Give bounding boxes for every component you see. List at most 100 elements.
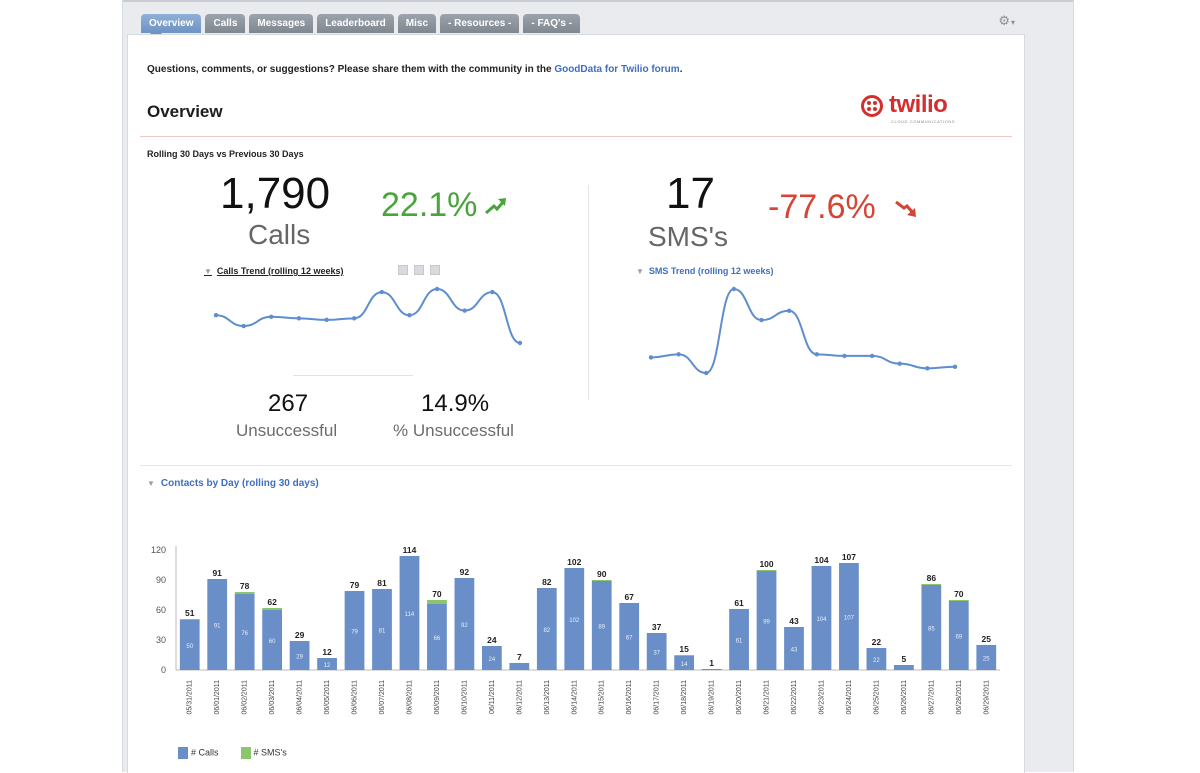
x-tick-label: 06/16/2011 bbox=[626, 680, 633, 715]
tab-calls[interactable]: Calls bbox=[205, 14, 246, 33]
sms-bar bbox=[674, 655, 695, 656]
sms-count: 17 bbox=[666, 169, 715, 218]
kpi-divider bbox=[588, 185, 589, 400]
tab-leaderboard[interactable]: Leaderboard bbox=[317, 14, 394, 33]
bar-inner-label: 24 bbox=[489, 657, 496, 663]
tab-faqs[interactable]: - FAQ's - bbox=[523, 14, 581, 33]
sms-trend-point bbox=[648, 355, 654, 360]
bar-total-label: 12 bbox=[322, 647, 332, 657]
bar-inner-label: 66 bbox=[434, 636, 441, 642]
table-view-icon[interactable] bbox=[414, 265, 424, 275]
x-tick-label: 06/07/2011 bbox=[379, 680, 386, 715]
bar-inner-label: 82 bbox=[543, 628, 550, 634]
calls-bar bbox=[674, 656, 695, 670]
calls-bar bbox=[646, 633, 667, 670]
y-tick-label: 90 bbox=[156, 575, 166, 585]
bar-total-label: 15 bbox=[679, 644, 689, 654]
bar-inner-label: 61 bbox=[736, 639, 743, 645]
tab-messages[interactable]: Messages bbox=[249, 14, 314, 33]
bar-total-label: 24 bbox=[487, 635, 497, 645]
sms-trend-label[interactable]: ▼ SMS Trend (rolling 12 weeks) bbox=[636, 266, 773, 276]
x-tick-label: 06/22/2011 bbox=[791, 680, 798, 715]
x-tick-label: 06/01/2011 bbox=[214, 680, 221, 715]
bar-inner-label: 25 bbox=[983, 657, 990, 663]
bar-inner-label: 91 bbox=[214, 624, 221, 630]
bar-inner-label: 22 bbox=[873, 658, 880, 664]
sms-bar bbox=[948, 600, 969, 601]
calls-bar bbox=[948, 601, 969, 670]
calls-trend-label-text: Calls Trend (rolling 12 weeks) bbox=[216, 266, 344, 276]
chart-legend: # Calls # SMS's bbox=[178, 747, 287, 759]
sms-trend-point bbox=[952, 364, 958, 369]
tab-bar: Overview Calls Messages Leaderboard Misc… bbox=[141, 14, 581, 33]
sms-bar bbox=[262, 608, 283, 610]
calls-trend-point bbox=[213, 313, 219, 318]
calls-trend-point bbox=[324, 317, 329, 323]
bar-total-label: 61 bbox=[734, 598, 744, 608]
x-tick-label: 06/24/2011 bbox=[846, 680, 853, 715]
bar-total-label: 78 bbox=[240, 581, 250, 591]
bar-inner-label: 50 bbox=[186, 644, 193, 650]
sms-change: -77.6% bbox=[768, 188, 876, 226]
x-tick-label: 06/10/2011 bbox=[461, 680, 468, 715]
calls-bar bbox=[756, 571, 777, 670]
calls-count: 1,790 bbox=[220, 169, 331, 218]
collapse-triangle-icon: ▼ bbox=[204, 267, 212, 276]
x-tick-label: 06/11/2011 bbox=[489, 680, 496, 714]
legend-sms-label: # SMS's bbox=[253, 747, 287, 758]
calls-trend-point bbox=[490, 289, 495, 295]
calls-bar bbox=[784, 627, 804, 670]
sms-trend-label-text: SMS Trend (rolling 12 weeks) bbox=[648, 266, 774, 276]
bar-inner-label: 107 bbox=[844, 616, 855, 622]
page-title: Overview bbox=[147, 102, 223, 121]
contacts-chart-title[interactable]: ▼ Contacts by Day (rolling 30 days) bbox=[147, 478, 319, 489]
bar-total-label: 22 bbox=[872, 637, 882, 647]
section-divider bbox=[140, 465, 1012, 466]
calls-trend-point bbox=[351, 316, 357, 321]
calls-bar bbox=[179, 620, 200, 670]
settings-menu-button[interactable]: ⚙▾ bbox=[998, 13, 1015, 29]
calls-bar bbox=[866, 648, 887, 670]
x-tick-label: 06/02/2011 bbox=[242, 680, 249, 715]
bar-total-label: 100 bbox=[759, 559, 773, 569]
sms-trend-point bbox=[676, 352, 681, 357]
calls-bar bbox=[317, 658, 337, 670]
x-tick-label: 06/19/2011 bbox=[709, 680, 716, 715]
bar-total-label: 91 bbox=[212, 568, 222, 578]
contacts-by-day-chart: 0306090120515005/31/2011919106/01/201178… bbox=[151, 545, 1000, 715]
bar-total-label: 114 bbox=[403, 545, 417, 555]
contacts-chart-title-text: Contacts by Day (rolling 30 days) bbox=[160, 478, 319, 489]
sms-trend-point bbox=[731, 286, 737, 292]
calls-bar bbox=[729, 609, 749, 670]
trend-down-arrow-icon bbox=[895, 200, 916, 217]
forum-link[interactable]: GoodData for Twilio forum bbox=[554, 64, 680, 75]
bar-inner-label: 92 bbox=[461, 623, 468, 629]
x-tick-label: 06/09/2011 bbox=[434, 680, 441, 715]
sms-trend-point bbox=[704, 370, 709, 376]
calls-trend-label[interactable]: ▼ Calls Trend (rolling 12 weeks) bbox=[204, 266, 343, 276]
bar-total-label: 92 bbox=[460, 567, 470, 577]
metrics-divider bbox=[293, 375, 413, 376]
bar-total-label: 67 bbox=[624, 592, 634, 602]
sms-trend-point bbox=[842, 353, 847, 359]
top-border bbox=[123, 0, 1073, 2]
bar-inner-label: 14 bbox=[681, 662, 688, 668]
bar-total-label: 1 bbox=[709, 658, 714, 668]
tab-misc[interactable]: Misc bbox=[397, 14, 437, 33]
x-tick-label: 06/17/2011 bbox=[654, 680, 661, 715]
x-tick-label: 06/26/2011 bbox=[901, 680, 908, 715]
filter-icon[interactable] bbox=[430, 265, 440, 275]
tab-resources[interactable]: - Resources - bbox=[440, 14, 520, 33]
bar-total-label: 70 bbox=[954, 589, 964, 599]
legend-calls-label: # Calls bbox=[191, 747, 219, 758]
export-icon[interactable] bbox=[398, 265, 408, 275]
twilio-logo-mark bbox=[861, 95, 883, 117]
calls-bar bbox=[893, 665, 914, 670]
tab-overview[interactable]: Overview bbox=[141, 14, 202, 33]
collapse-triangle-icon: ▼ bbox=[636, 267, 644, 276]
calls-trend-point bbox=[407, 313, 412, 318]
unsuccessful-label: Unsuccessful bbox=[236, 421, 338, 440]
x-tick-label: 06/28/2011 bbox=[956, 680, 963, 715]
bar-total-label: 90 bbox=[597, 569, 607, 579]
x-tick-label: 06/15/2011 bbox=[599, 680, 606, 715]
